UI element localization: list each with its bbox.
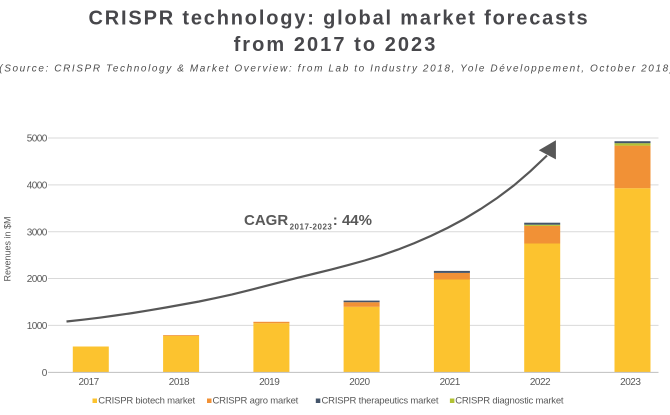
svg-text:0: 0 <box>42 368 48 379</box>
svg-text:2020: 2020 <box>349 377 370 388</box>
svg-text:(Source: CRISPR Technology & M: (Source: CRISPR Technology & Market Over… <box>0 64 670 75</box>
svg-text:2017-2023: 2017-2023 <box>290 222 333 231</box>
svg-text:1000: 1000 <box>27 321 48 332</box>
svg-text:CRISPR technology: global mark: CRISPR technology: global market forecas… <box>89 8 590 30</box>
svg-text:2022: 2022 <box>530 377 551 388</box>
svg-text:4000: 4000 <box>27 181 48 192</box>
svg-text:Revenues in $M: Revenues in $M <box>3 216 13 281</box>
svg-text:2021: 2021 <box>440 377 461 388</box>
svg-text:CRISPR therapeutics market: CRISPR therapeutics market <box>322 396 439 407</box>
svg-text:2023: 2023 <box>620 377 641 388</box>
svg-text:2017: 2017 <box>78 377 99 388</box>
svg-text:CRISPR agro market: CRISPR agro market <box>213 396 299 407</box>
svg-text:2000: 2000 <box>27 274 48 285</box>
svg-text:from 2017 to 2023: from 2017 to 2023 <box>234 34 438 56</box>
svg-text:5000: 5000 <box>27 134 48 145</box>
svg-text:CRISPR diagnostic market: CRISPR diagnostic market <box>455 396 564 407</box>
svg-text:: 44%: : 44% <box>333 212 372 229</box>
svg-text:2018: 2018 <box>169 377 190 388</box>
svg-text:CAGR: CAGR <box>244 212 288 229</box>
svg-text:3000: 3000 <box>27 227 48 238</box>
svg-text:2019: 2019 <box>259 377 280 388</box>
svg-text:CRISPR biotech market: CRISPR biotech market <box>98 396 195 407</box>
